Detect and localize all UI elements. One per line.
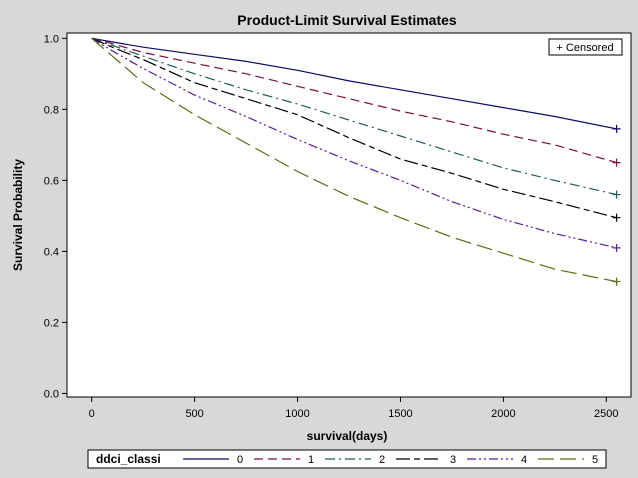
- y-tick-label: 0.4: [44, 246, 59, 258]
- legend-label-5: 5: [592, 454, 598, 466]
- y-tick-label: 0.2: [44, 317, 59, 329]
- x-axis-ticks: 0 500 1000 1500 2000 2500: [89, 397, 619, 420]
- censored-legend-text: + Censored: [556, 42, 613, 54]
- censor-mark-0: [612, 124, 621, 133]
- legend-label-4: 4: [521, 454, 527, 466]
- series-line-5: [91, 37, 617, 283]
- legend-label-1: 1: [308, 454, 314, 466]
- x-axis-label: survival(days): [307, 429, 388, 443]
- series-line-2: [91, 37, 617, 196]
- censor-mark-1: [612, 158, 621, 167]
- censor-mark-2: [612, 190, 621, 199]
- legend-label-3: 3: [450, 454, 456, 466]
- y-tick-label: 0.6: [44, 175, 59, 187]
- legend-entries: 0 1 2 3 4 5: [183, 454, 598, 466]
- legend-label-2: 2: [379, 454, 385, 466]
- censor-mark-3: [612, 213, 621, 222]
- censored-legend-box: [548, 38, 623, 56]
- x-tick-label: 1500: [388, 408, 412, 420]
- censor-mark-5: [612, 277, 621, 286]
- chart-title: Product-Limit Survival Estimates: [237, 12, 457, 28]
- x-tick-label: 0: [89, 408, 95, 420]
- legend-label-0: 0: [237, 454, 243, 466]
- series-line-1: [91, 37, 617, 164]
- x-tick-label: 2500: [594, 408, 618, 420]
- censored-legend: + Censored: [548, 38, 623, 56]
- series-line-3: [91, 37, 617, 219]
- y-axis-ticks: 0.0 0.2 0.4 0.6 0.8 1.0: [44, 33, 67, 400]
- series-legend-title: ddci_classi: [96, 452, 161, 466]
- series-line-0: [91, 37, 617, 130]
- series-layer: [91, 37, 621, 286]
- y-tick-label: 1.0: [44, 33, 59, 45]
- x-tick-label: 500: [185, 408, 203, 420]
- y-tick-label: 0.0: [44, 388, 59, 400]
- censor-mark-4: [612, 243, 621, 252]
- x-tick-label: 2000: [491, 408, 515, 420]
- x-tick-label: 1000: [285, 408, 309, 420]
- y-tick-label: 0.8: [44, 104, 59, 116]
- series-legend: ddci_classi 0 1 2 3 4 5: [87, 449, 607, 469]
- y-axis-label: Survival Probability: [11, 159, 25, 271]
